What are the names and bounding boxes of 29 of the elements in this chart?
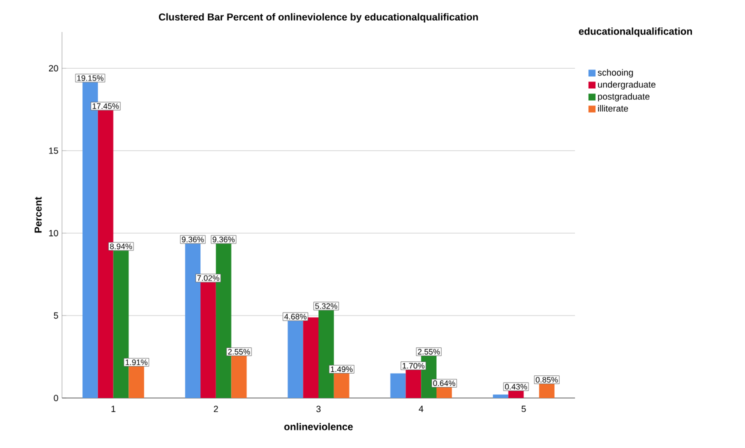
bar	[406, 370, 422, 398]
x-tick-label: 4	[418, 406, 424, 412]
y-axis-title: Percent	[34, 196, 42, 233]
x-axis-title: onlineviolence	[284, 422, 353, 430]
bar	[539, 384, 554, 398]
legend-label: undergraduate	[598, 81, 656, 90]
bar	[200, 282, 216, 398]
bar	[128, 366, 144, 398]
bar	[231, 356, 247, 398]
bar	[436, 387, 452, 398]
bar	[492, 394, 508, 398]
legend-label: illiterate	[598, 105, 628, 112]
x-tick-label: 1	[111, 406, 116, 412]
legend-label: schooing	[598, 69, 633, 78]
y-tick-label: 20	[48, 65, 58, 72]
chart-title: Clustered Bar Percent of onlineviolence by educationalqualification	[158, 13, 478, 22]
x-tick-label: 5	[522, 406, 526, 412]
legend-title: educationalqualification	[578, 28, 692, 37]
y-tick-label: 5	[54, 312, 58, 319]
x-tick-label: 3	[316, 406, 321, 412]
y-tick-label: 0	[54, 394, 58, 402]
bar	[390, 373, 406, 398]
y-tick-label: 10	[49, 230, 58, 236]
x-tick-label: 2	[214, 406, 218, 412]
y-tick-label: 15	[49, 148, 58, 154]
bar	[288, 320, 304, 398]
bar	[508, 390, 524, 398]
legend-label: postgraduate	[598, 93, 650, 102]
bar	[334, 373, 350, 398]
